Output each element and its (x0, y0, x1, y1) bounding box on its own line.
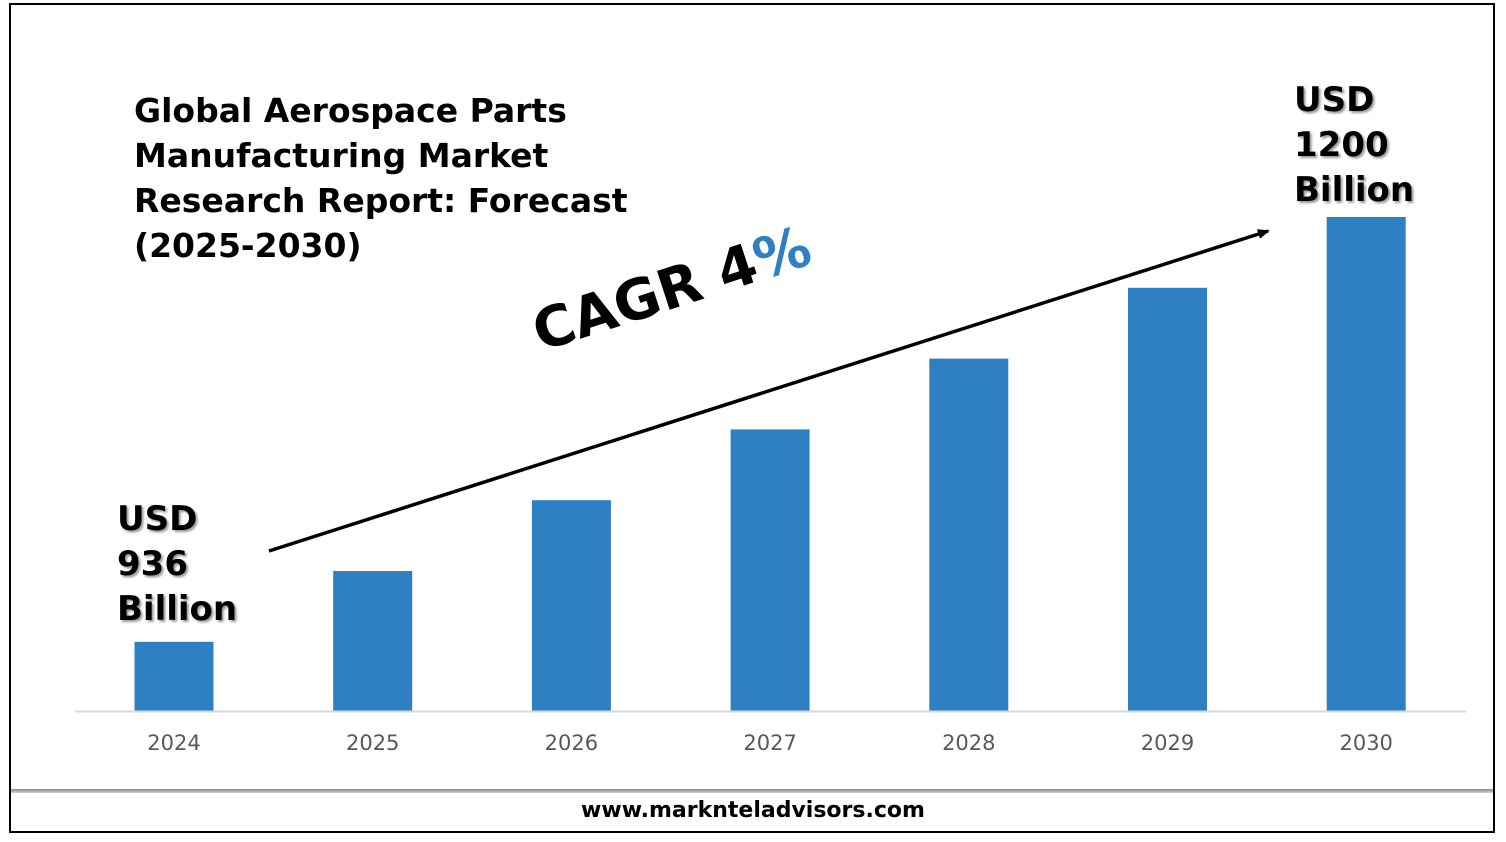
chart-title: Global Aerospace Parts Manufacturing Mar… (134, 91, 628, 265)
x-tick-labels: 2024 2025 2026 2027 2028 2029 2030 (147, 731, 1393, 755)
start-value-line2: 936 (117, 544, 188, 584)
x-tick-2030: 2030 (1339, 731, 1392, 755)
x-tick-2024: 2024 (147, 731, 200, 755)
x-tick-2026: 2026 (545, 731, 598, 755)
end-value-line3: Billion (1294, 170, 1415, 210)
bar-2024 (134, 641, 214, 711)
bar-2026 (531, 500, 611, 711)
end-value-line2: 1200 (1294, 125, 1389, 165)
x-tick-2027: 2027 (743, 731, 796, 755)
end-value-callout: USD 1200 Billion (1294, 78, 1414, 213)
bars-group (134, 217, 1406, 711)
bar-2025 (333, 571, 413, 711)
start-value-callout: USD 936 Billion (117, 497, 237, 632)
x-tick-2029: 2029 (1141, 731, 1194, 755)
start-value-line3: Billion (117, 589, 238, 629)
x-tick-2025: 2025 (346, 731, 399, 755)
bar-2028 (929, 358, 1009, 711)
footer-divider (11, 789, 1493, 793)
bar-2029 (1128, 287, 1207, 711)
bar-2030 (1326, 217, 1406, 711)
start-value-line1: USD (117, 499, 198, 539)
bar-2027 (730, 429, 810, 711)
x-tick-2028: 2028 (942, 731, 995, 755)
growth-arrow (268, 229, 1270, 553)
end-value-line1: USD (1294, 80, 1375, 120)
footer-url[interactable]: www.marknteladvisors.com (581, 798, 925, 823)
